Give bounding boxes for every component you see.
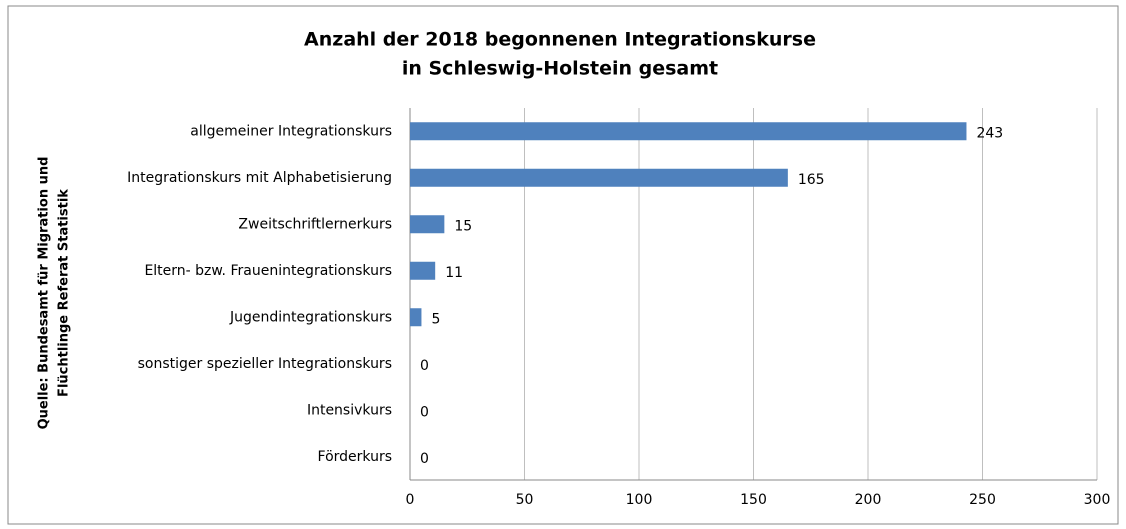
data-label: 15 [454,218,472,234]
y-tick-label: Förderkurs [318,449,392,465]
x-tick-label: 0 [406,492,415,508]
data-label: 0 [420,404,429,420]
bar [410,168,788,187]
y-tick-label: Jugendintegrationskurs [229,309,392,325]
data-label: 243 [976,125,1003,141]
data-label: 11 [445,265,463,281]
data-label: 0 [420,358,429,374]
x-tick-label: 100 [626,492,653,508]
y-axis-label: Flüchtlinge Referat Statistik [57,189,72,397]
chart-frame [7,5,1119,525]
y-tick-label: sonstiger spezieller Integrationskurs [138,356,392,372]
y-tick-label: Intensivkurs [307,402,392,418]
data-label: 0 [420,451,429,467]
y-tick-label: allgemeiner Integrationskurs [190,123,392,139]
x-tick-label: 200 [855,492,882,508]
x-tick-label: 150 [740,492,767,508]
data-label: 5 [431,311,440,327]
chart-title: Anzahl der 2018 begonnenen Integrationsk… [304,29,816,51]
x-tick-label: 300 [1084,492,1111,508]
x-tick-label: 250 [969,492,996,508]
chart-title: in Schleswig-Holstein gesamt [402,58,718,80]
y-tick-label: Eltern- bzw. Frauenintegrationskurs [144,263,392,279]
bar [410,215,445,234]
y-tick-label: Zweitschriftlernerkurs [238,216,392,232]
y-tick-label: Integrationskurs mit Alphabetisierung [127,170,392,186]
y-axis-label: Quelle: Bundesamt für Migration und [37,157,52,430]
x-tick-label: 50 [516,492,534,508]
bar [410,261,436,280]
bar [410,122,967,141]
data-label: 165 [798,172,825,188]
bar [410,308,422,327]
